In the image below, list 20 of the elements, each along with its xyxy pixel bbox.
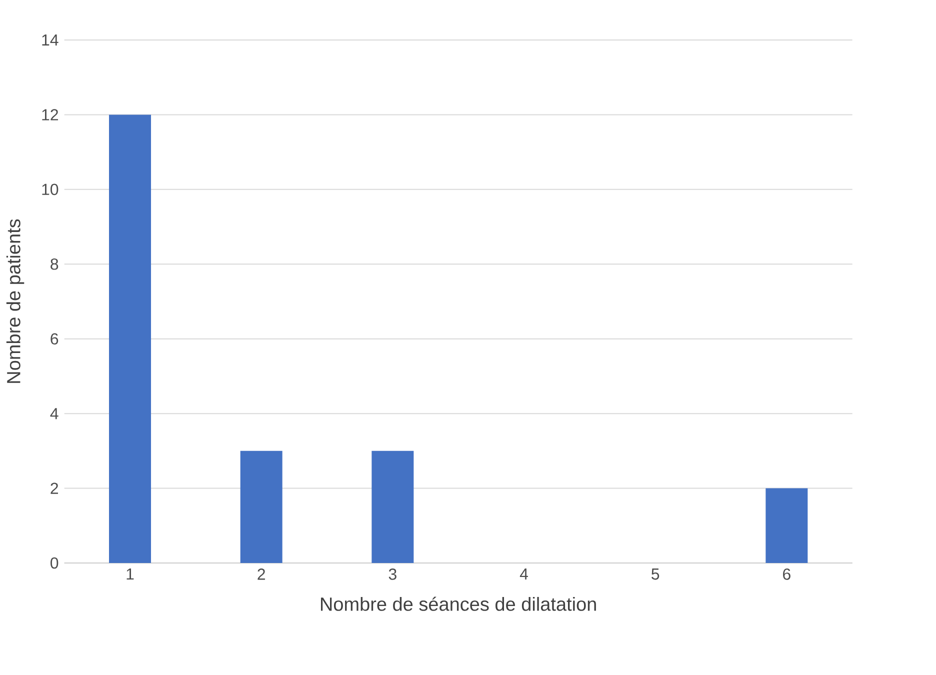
x-tick-label: 5 [652, 568, 660, 580]
x-axis-title: Nombre de séances de dilatation [320, 596, 596, 611]
y-axis-title: Nombre de patients [6, 219, 24, 383]
y-tick-label: 2 [50, 482, 58, 494]
x-tick-label: 6 [783, 568, 790, 580]
x-tick-label: 2 [258, 568, 265, 580]
y-tick-label: 0 [50, 557, 58, 569]
bar [766, 488, 808, 563]
bar [240, 450, 282, 563]
bar [372, 450, 414, 563]
y-tick-label: 4 [50, 408, 58, 420]
bar [109, 114, 152, 563]
y-tick-label: 10 [42, 184, 58, 196]
y-tick-label: 6 [50, 333, 58, 345]
x-tick-label: 3 [388, 568, 396, 580]
x-tick-label: 4 [520, 568, 528, 580]
y-tick-label: 8 [50, 258, 58, 270]
y-tick-label: 14 [42, 34, 58, 46]
y-tick-label: 12 [42, 109, 58, 120]
x-tick-label: 1 [126, 568, 134, 580]
